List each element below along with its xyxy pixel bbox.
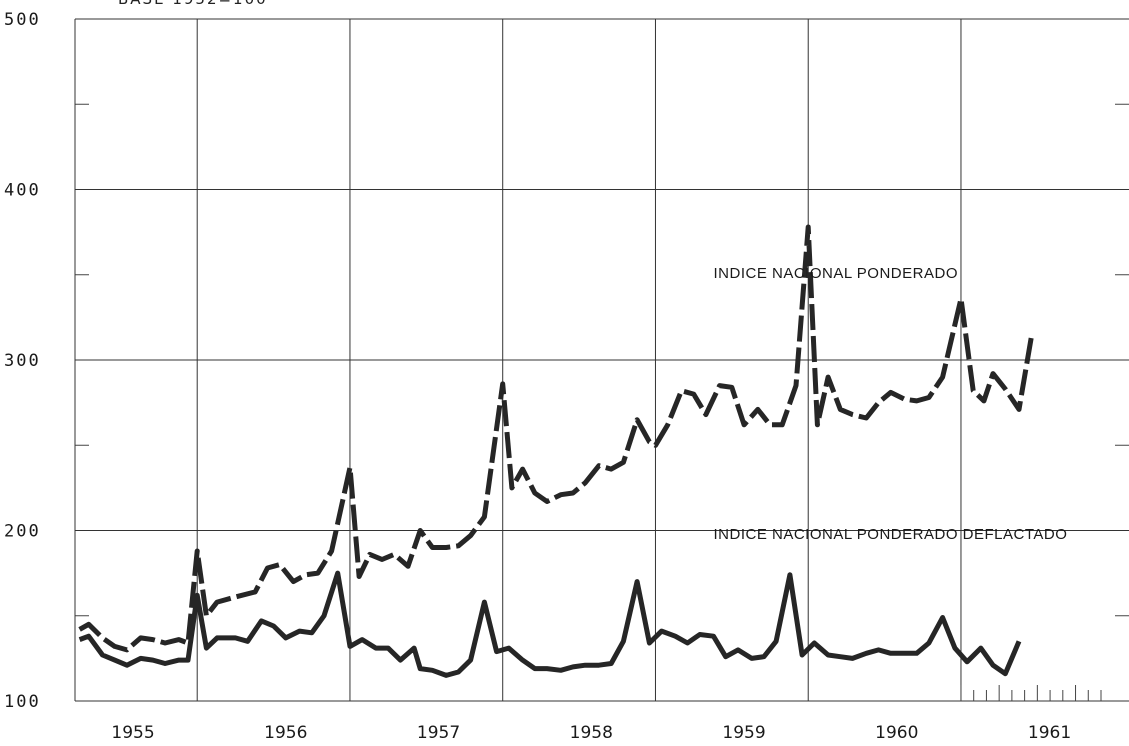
series-labels: INDICE NACIONAL PONDERADO INDICE NACIONAL…: [714, 265, 1068, 543]
series-label: INDICE NACIONAL PONDERADO DEFLACTADO: [714, 526, 1068, 543]
x-tick-label: 1958: [570, 723, 613, 743]
x-tick-label: 1956: [264, 723, 307, 743]
grid: [74, 18, 1129, 702]
x-tick-label: 1957: [417, 723, 460, 743]
y-tick-label: 100: [4, 692, 41, 712]
y-tick-label: 400: [4, 181, 41, 201]
x-axis-ticks: 1955 1956 1957 1958 1959 1960 1961: [111, 723, 1071, 743]
y-axis-ticks: 100 200 300 400 500: [4, 10, 41, 712]
x-tick-label: 1955: [111, 723, 154, 743]
base-note: BASE 1952=100: [118, 0, 268, 8]
x-tick-label: 1961: [1028, 723, 1071, 743]
y-tick-label: 200: [4, 522, 41, 542]
x-tick-label: 1959: [722, 723, 765, 743]
series-line-ponderado: [78, 224, 1034, 653]
series-label: INDICE NACIONAL PONDERADO: [714, 265, 958, 282]
series-lines: [78, 224, 1034, 678]
y-tick-label: 500: [4, 10, 41, 30]
series-line-deflactado: [78, 570, 1022, 678]
y-tick-label: 300: [4, 351, 41, 371]
x-tick-label: 1960: [875, 723, 918, 743]
